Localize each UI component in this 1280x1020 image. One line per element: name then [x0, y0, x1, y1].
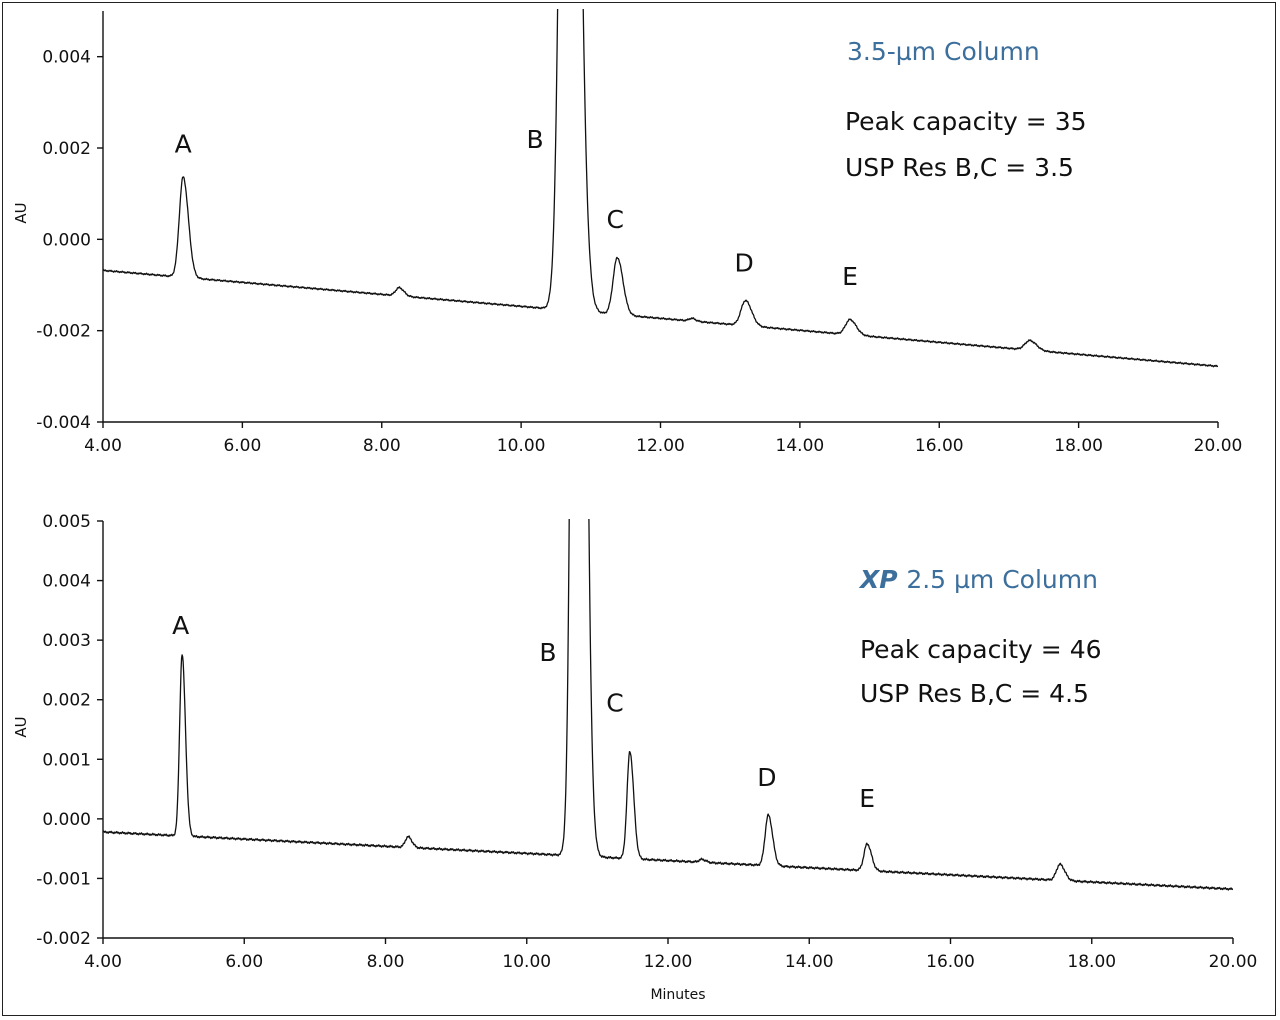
y-tick-label: 0.004: [42, 48, 91, 68]
y-tick-label: -0.001: [36, 869, 91, 889]
chart-panel-1: 0.004 0.002 0.000 -0.002 -0.004 4.00 6.00 8.00 1…: [12, 9, 1243, 456]
title-text: 3.5-µm Column: [847, 37, 1040, 66]
x-tick-label: 18.00: [1067, 952, 1116, 972]
x-tick-label: 6.00: [223, 436, 261, 456]
x-tick-label: 10.00: [497, 436, 546, 456]
y-tick-label: -0.002: [36, 322, 91, 342]
y-tick-label: -0.002: [36, 929, 91, 949]
peak-label-a: A: [172, 611, 189, 640]
x-tick-label: 20.00: [1194, 436, 1243, 456]
y-axis-label: AU: [12, 202, 30, 223]
peak-label-d: D: [757, 763, 776, 792]
x-tick-label: 18.00: [1054, 436, 1103, 456]
x-tick-label: 12.00: [636, 436, 685, 456]
peak-label-e: E: [842, 262, 858, 291]
x-tick-label: 8.00: [363, 436, 401, 456]
stat-annotation: USP Res B,C = 3.5: [845, 153, 1074, 182]
x-tick-label: 10.00: [502, 952, 551, 972]
x-tick-label: 14.00: [776, 436, 825, 456]
chromatogram-trace: [103, 519, 1233, 891]
peak-label-b: B: [539, 638, 556, 667]
x-tick-label: 12.00: [644, 952, 693, 972]
chart-title: 3.5-µm Column: [847, 37, 1040, 66]
stat-annotation: USP Res B,C = 4.5: [860, 679, 1089, 708]
chart-panel-2: 0.005 0.004 0.003 0.002 0.001 0.000 -0.001 -0.0…: [12, 512, 1258, 1003]
y-axis-label: AU: [12, 716, 30, 737]
peak-label-e: E: [859, 784, 875, 813]
title-text: 2.5 µm Column: [906, 565, 1098, 594]
stat-annotation: Peak capacity = 46: [860, 635, 1102, 664]
peak-label-b: B: [526, 125, 543, 154]
peak-label-a: A: [175, 130, 192, 159]
x-tick-label: 8.00: [367, 952, 405, 972]
x-tick-label: 6.00: [225, 952, 263, 972]
y-tick-label: 0.003: [42, 631, 91, 651]
y-tick-label: 0.001: [42, 750, 91, 770]
x-tick-label: 4.00: [84, 952, 122, 972]
y-tick-label: 0.000: [42, 810, 91, 830]
peak-label-d: D: [734, 248, 753, 277]
y-tick-label: 0.004: [42, 572, 91, 592]
x-tick-label: 16.00: [926, 952, 975, 972]
y-tick-label: 0.002: [42, 139, 91, 159]
x-tick-label: 20.00: [1209, 952, 1258, 972]
x-axis-label: Minutes: [650, 987, 705, 1003]
chromatogram-trace: [103, 9, 1218, 368]
x-tick-label: 4.00: [84, 436, 122, 456]
chart-title: XP 2.5 µm Column: [858, 565, 1098, 594]
x-tick-label: 16.00: [915, 436, 964, 456]
stat-annotation: Peak capacity = 35: [845, 107, 1087, 136]
y-tick-label: 0.002: [42, 691, 91, 711]
y-tick-label: -0.004: [36, 413, 91, 433]
peak-label-c: C: [606, 205, 623, 234]
title-prefix: XP: [858, 565, 906, 594]
y-tick-label: 0.000: [42, 230, 91, 250]
x-tick-label: 14.00: [785, 952, 834, 972]
peak-label-c: C: [606, 689, 623, 718]
y-tick-label: 0.005: [42, 512, 91, 532]
